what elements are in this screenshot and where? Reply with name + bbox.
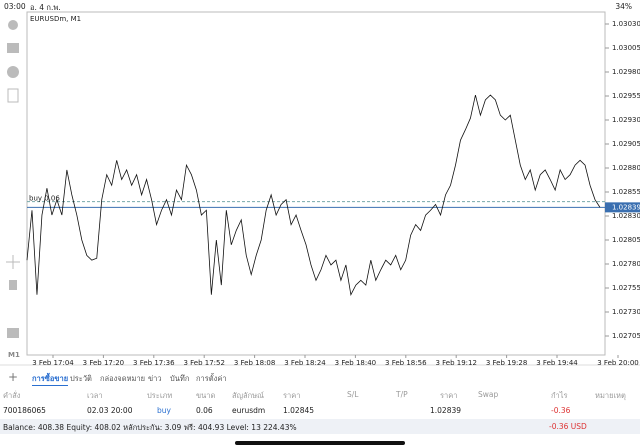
x-tick-label: 3 Feb 17:04 (32, 359, 74, 367)
crosshair-icon[interactable] (6, 255, 20, 269)
y-tick-label: 1.02980 (612, 68, 640, 76)
date: อ. 4 ก.พ. (30, 3, 61, 12)
y-tick-label: 1.02755 (612, 284, 640, 292)
trade-icon[interactable] (7, 43, 19, 53)
column-header: สัญลักษณ์ (232, 391, 265, 400)
y-tick-label: 1.02730 (612, 308, 640, 316)
x-tick-label: 3 Feb 18:24 (284, 359, 326, 367)
y-tick-label: 1.03005 (612, 44, 640, 52)
column-header: S/L (347, 390, 359, 399)
cell: 700186065 (3, 406, 46, 415)
column-header: ราคา (440, 391, 458, 400)
x-tick-label: 3 Feb 18:40 (335, 359, 376, 367)
column-header: ขนาด (196, 391, 216, 400)
y-tick-label: 1.02830 (612, 212, 640, 220)
footer-bar (0, 419, 640, 434)
new-icon[interactable] (7, 88, 19, 103)
candles-icon[interactable] (9, 280, 17, 290)
column-header: ราคา (283, 391, 301, 400)
x-tick-label: 3 Feb 18:08 (234, 359, 275, 367)
add-button[interactable]: + (8, 370, 19, 384)
account-summary: Balance: 408.38 Equity: 408.02 หลักประกั… (3, 423, 297, 432)
tab[interactable]: บันทึก (170, 374, 190, 383)
column-header: Swap (478, 390, 499, 399)
time: 03:00 (4, 2, 26, 11)
x-tick-label: 3 Feb 20:00 (597, 359, 638, 367)
objects-icon[interactable] (7, 328, 19, 338)
x-tick-label: 3 Feb 19:44 (536, 359, 578, 367)
cell: 02.03 20:00 (87, 406, 133, 415)
y-tick-label: 1.02780 (612, 260, 640, 268)
tab[interactable]: กล่องจดหมาย (100, 374, 146, 383)
price-label: 1.02839 (612, 203, 640, 211)
cell: 0.06 (196, 406, 213, 415)
column-header: เวลา (87, 391, 103, 400)
cell: -0.36 (551, 406, 571, 415)
y-tick-label: 1.02905 (612, 140, 640, 148)
tab[interactable]: ประวัติ (70, 374, 92, 383)
column-header: T/P (396, 390, 408, 399)
price-box (605, 202, 640, 213)
column-header: คำสั่ง (3, 391, 21, 400)
chat-icon[interactable] (7, 66, 19, 78)
y-tick-label: 1.02930 (612, 116, 640, 124)
cell: 1.02839 (430, 406, 462, 415)
x-tick-label: 3 Feb 18:56 (385, 359, 427, 367)
x-tick-label: 3 Feb 17:52 (183, 359, 224, 367)
tab[interactable]: ข่าว (148, 374, 162, 383)
column-header: ประเภท (147, 391, 173, 400)
cell: buy (157, 406, 171, 415)
y-tick-label: 1.02705 (612, 332, 640, 340)
cell: 1.02845 (283, 406, 315, 415)
tab[interactable]: การซื้อขาย (32, 373, 69, 386)
tab[interactable]: การตั้งค่า (196, 374, 227, 383)
y-tick-label: 1.02805 (612, 236, 640, 244)
x-tick-label: 3 Feb 17:36 (133, 359, 175, 367)
chart-title: EURUSDm, M1 (30, 15, 81, 23)
timeframe[interactable]: M1 (8, 351, 20, 359)
column-header: หมายเหตุ (595, 391, 626, 400)
total-profit: -0.36 USD (549, 422, 587, 431)
y-tick-label: 1.02955 (612, 92, 640, 100)
cell: eurusdm (232, 406, 266, 415)
x-tick-label: 3 Feb 17:20 (83, 359, 124, 367)
price-line-series (26, 94, 601, 296)
toolbar-icons (6, 20, 20, 338)
y-tick-label: 1.03030 (612, 20, 640, 28)
plot-frame (26, 11, 606, 356)
x-tick-label: 3 Feb 19:28 (486, 359, 527, 367)
column-header: กำไร (551, 391, 568, 400)
y-tick-label: 1.02880 (612, 164, 640, 172)
account-icon[interactable] (8, 20, 18, 30)
battery: 34% (615, 2, 632, 11)
y-tick-label: 1.02855 (612, 188, 640, 196)
home-indicator (235, 441, 405, 445)
x-tick-label: 3 Feb 19:12 (435, 359, 476, 367)
